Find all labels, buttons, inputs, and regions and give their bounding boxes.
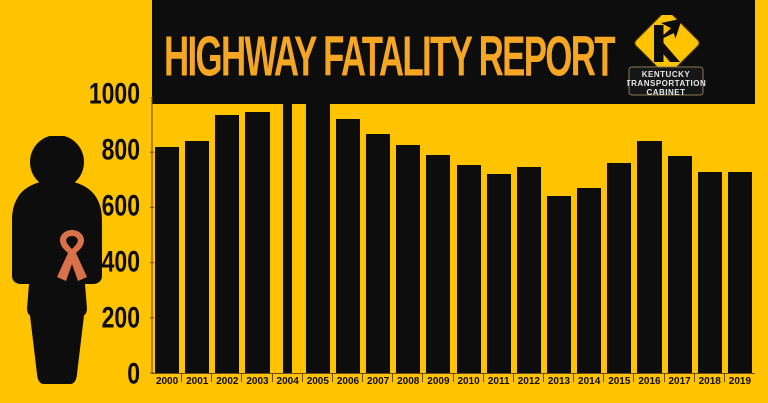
- svg-text:TRANSPORTATION: TRANSPORTATION: [627, 79, 706, 88]
- svg-text:CABINET: CABINET: [646, 88, 685, 97]
- svg-text:KENTUCKY: KENTUCKY: [642, 70, 691, 79]
